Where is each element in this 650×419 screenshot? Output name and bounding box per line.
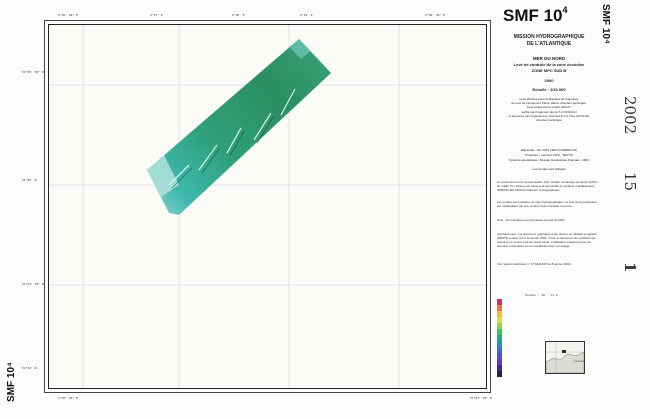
projection-line: Projection : Lambert 1969 - TEXTIS [525,153,573,157]
note-1: Ce document est la représentation d'un m… [497,180,598,192]
survey-type: Levé de contrôle de la zone évolutive [513,62,585,67]
tick-top-4: 2°39' E [300,13,313,17]
legend-swatch-9 [497,353,502,359]
mission-title: MISSION HYDROGRAPHIQUE [513,34,585,40]
graticule [49,25,486,388]
legend-swatch-6 [497,335,502,341]
tick-top-5: 2°39' 30" E [425,13,445,17]
survey-year: 2000 [544,78,554,83]
note-3: Note : les isobathes sont générées à par… [497,218,566,222]
legend-swatch-0 [497,299,502,305]
tick-bottom-left: 2°36' 30" E [58,396,78,400]
legend-swatch-12 [497,371,502,377]
survey-scale: Echelle : 1/10 000 [532,87,566,92]
tick-left-2: 51°05' N [22,178,37,182]
stamp-sheet: 1 [621,262,639,273]
legend-swatch-4 [497,323,502,329]
tick-left-1: 51°05' 30" N [22,70,44,74]
ellipsoid-line: Ellipsoïde : IAG GRS 1980 (CAMEROUN) [521,148,577,152]
legend-caption: Sondes : 10 - 11 m [525,293,558,297]
note-5: Voir rapport particulier n° 47 MHA/NP du… [497,262,572,266]
tick-left-3: 51°04' 30" N [22,282,44,286]
tick-bottom-right: 51°03' 30" N [470,396,492,400]
sheet-side-title: SMF 10⁴ [600,4,611,44]
mission-title-2: DE L'ATLANTIQUE [526,41,572,47]
stamp-year: 2002 [621,96,639,135]
stamp-number: 15 [621,172,639,192]
units-line: Les sondes sont réduites [532,167,566,171]
map-frame[interactable] [48,24,487,389]
legend-swatch-3 [497,317,502,323]
survey-swath [147,39,331,215]
legend-swatch-11 [497,365,502,371]
survey-authors: Levé effectué sous la direction de l'ing… [508,97,590,123]
tick-top-2: 2°37' E [150,13,163,17]
sheet-title-sup: 4 [562,5,568,15]
legend-swatch-7 [497,341,502,347]
location-map [545,341,585,374]
sheet-side-title-left: SMF 10⁴ [6,362,17,402]
tick-left-4: 51°04' N [22,366,37,370]
legend-swatch-8 [497,347,502,353]
sheet-title-main: SMF 10 [503,6,563,25]
note-4: Avertissement : Ce document graphique a … [497,232,597,248]
tick-top-3: 2°38' E [232,13,245,17]
legend-swatch-2 [497,311,502,317]
note-2: Les sondes sont réduites du zéro hydrogr… [497,200,598,208]
tick-top-1: 2°36' 30" E [58,13,78,17]
geodesy-line: Système géodésique : Réseau Géodésique F… [509,158,589,162]
bathymetry-map[interactable] [49,25,487,389]
survey-area: MER DU NORD [532,56,566,61]
location-map-label: Calais [574,359,585,363]
legend-swatch-1 [497,305,502,311]
legend-swatch-10 [497,359,502,365]
depth-legend [497,299,502,377]
sheet-title: SMF 104 [503,5,568,26]
legend-swatch-5 [497,329,502,335]
map-outer-frame [44,20,491,393]
location-map-drawing [545,342,585,374]
survey-zone: ZONE MPC SUD B [531,68,567,73]
